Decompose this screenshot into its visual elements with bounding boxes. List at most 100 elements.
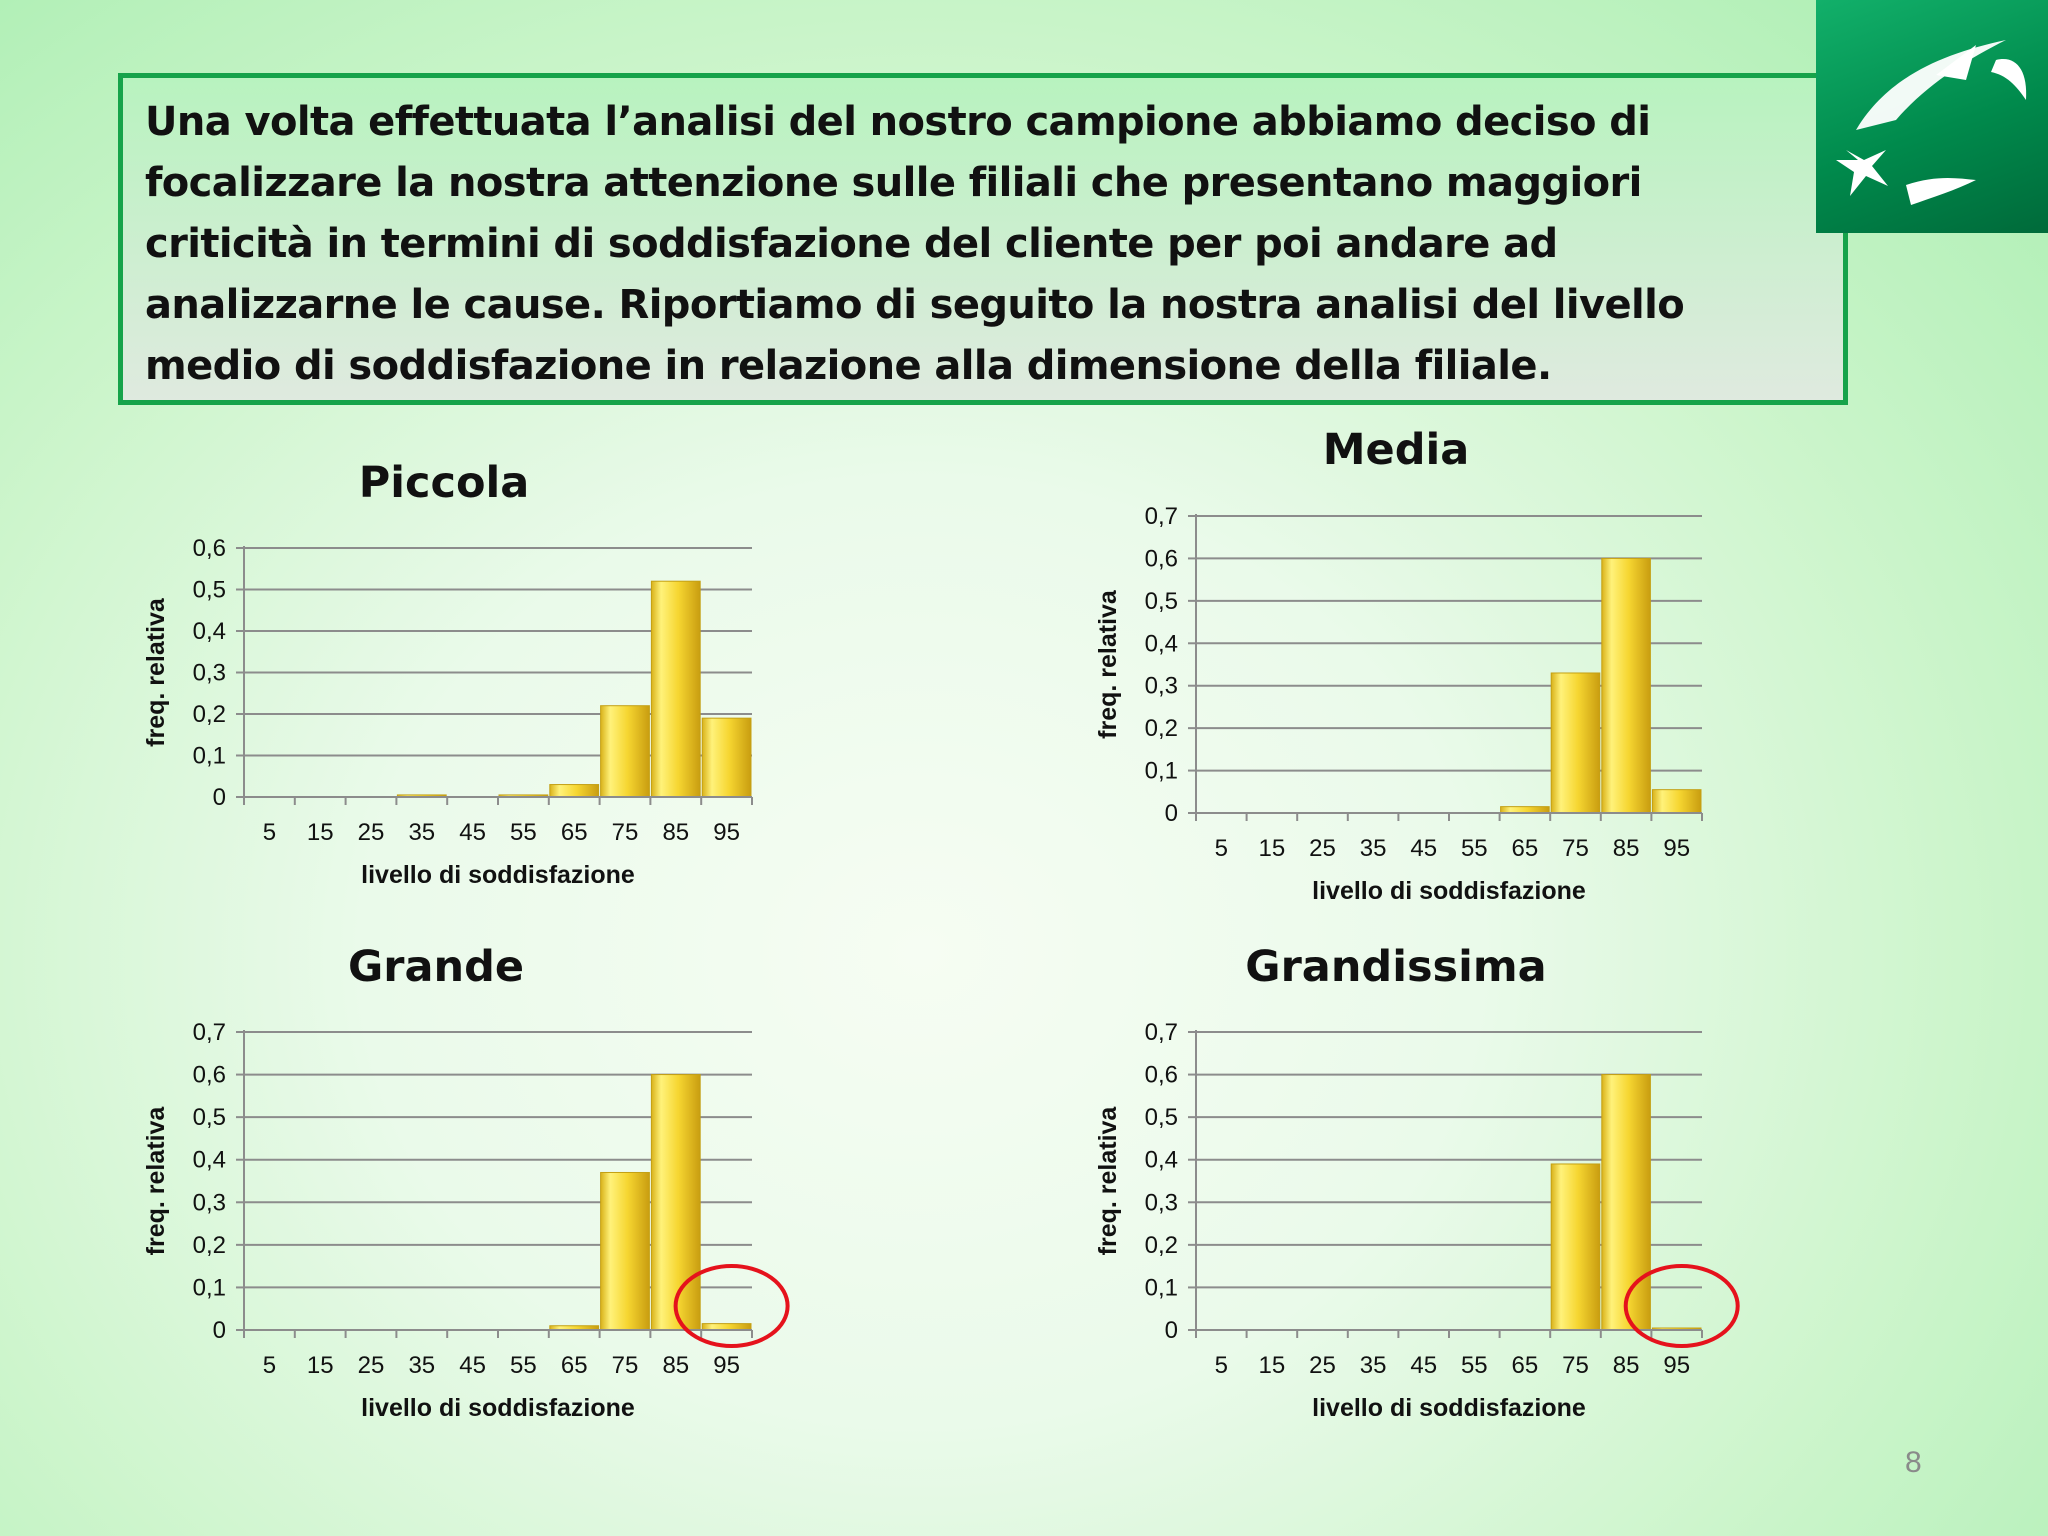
- intro-text-box: Una volta effettuata l’analisi del nostr…: [118, 73, 1848, 405]
- y-tick-label: 0,5: [193, 1104, 226, 1131]
- y-axis-label: freq. relativa: [1094, 1106, 1122, 1256]
- x-tick-label: 35: [408, 819, 435, 846]
- x-tick-label: 95: [713, 1352, 740, 1379]
- x-tick-label: 85: [1613, 1352, 1640, 1379]
- page-number: 8: [1905, 1446, 1922, 1479]
- chart-piccola: 0 0,1 0,2 0,3 0,4 0,5 0,6 5 15 25 35 45 55 65 75 85 95 li…: [142, 535, 753, 889]
- y-tick-label: 0,7: [1145, 1019, 1178, 1046]
- x-tick-label: 65: [561, 819, 588, 846]
- x-tick-label: 15: [1259, 835, 1286, 862]
- y-tick-label: 0,4: [193, 618, 226, 645]
- y-tick-label: 0,2: [1145, 715, 1178, 742]
- x-tick-label: 75: [1562, 1352, 1589, 1379]
- x-tick-label: 85: [662, 1352, 689, 1379]
- y-tick-label: 0,3: [193, 1189, 226, 1216]
- x-tick-label: 55: [510, 819, 537, 846]
- y-tick-label: 0: [1165, 800, 1178, 827]
- x-tick-label: 95: [1663, 835, 1690, 862]
- x-tick-label: 65: [561, 1352, 588, 1379]
- y-tick-label: 0,1: [193, 743, 226, 770]
- chart-media: 0 0,1 0,2 0,3 0,4 0,5 0,6 0,7 5 15 25 35 45 55 65 75 85 9…: [1094, 503, 1703, 905]
- x-axis-label: livello di soddisfazione: [1312, 877, 1586, 905]
- y-tick-label: 0,7: [1145, 503, 1178, 530]
- x-tick-label: 45: [459, 1352, 486, 1379]
- chart-title-media: Media: [1322, 425, 1470, 475]
- x-tick-label: 25: [1309, 835, 1336, 862]
- x-tick-label: 35: [1360, 835, 1387, 862]
- x-tick-label: 5: [1215, 1352, 1228, 1379]
- x-tick-label: 65: [1512, 1352, 1539, 1379]
- x-tick-label: 15: [1259, 1352, 1286, 1379]
- x-axis-label: livello di soddisfazione: [1312, 1394, 1586, 1422]
- x-tick-label: 5: [263, 819, 276, 846]
- y-tick-label: 0,5: [193, 577, 226, 604]
- x-tick-label: 85: [662, 819, 689, 846]
- bar-85: [650, 1074, 701, 1331]
- chart-grande: 0 0,1 0,2 0,3 0,4 0,5 0,6 0,7 5 15 25 35 45 55 65 75 85 9…: [142, 1019, 790, 1422]
- intro-text: Una volta effettuata l’analisi del nostr…: [145, 99, 1685, 389]
- y-tick-label: 0,4: [1145, 1147, 1178, 1174]
- x-tick-label: 55: [1461, 835, 1488, 862]
- x-tick-label: 55: [510, 1352, 537, 1379]
- x-tick-label: 25: [358, 1352, 385, 1379]
- chart-title-piccola: Piccola: [358, 458, 530, 508]
- y-tick-label: 0,2: [193, 1232, 226, 1259]
- bar-95: [1651, 789, 1702, 814]
- y-tick-label: 0,1: [193, 1274, 226, 1301]
- y-tick-label: 0,3: [193, 660, 226, 687]
- x-tick-label: 35: [1360, 1352, 1387, 1379]
- y-tick-label: 0,5: [1145, 1104, 1178, 1131]
- y-tick-label: 0,7: [193, 1019, 226, 1046]
- bar-75: [1550, 672, 1601, 814]
- y-tick-label: 0,6: [193, 535, 226, 562]
- x-axis-label: livello di soddisfazione: [361, 861, 635, 889]
- y-tick-label: 0,2: [193, 701, 226, 728]
- y-tick-label: 0: [1165, 1317, 1178, 1344]
- x-tick-label: 75: [1562, 835, 1589, 862]
- x-axis-label: livello di soddisfazione: [361, 1394, 635, 1422]
- x-tick-label: 45: [1410, 1352, 1437, 1379]
- x-tick-label: 5: [1215, 835, 1228, 862]
- x-tick-label: 45: [459, 819, 486, 846]
- y-tick-label: 0,1: [1145, 1274, 1178, 1301]
- y-tick-label: 0,6: [1145, 1062, 1178, 1089]
- bnp-stars-logo-icon: [1816, 0, 2048, 233]
- x-tick-label: 65: [1512, 835, 1539, 862]
- bar-85: [1601, 557, 1651, 814]
- y-tick-label: 0: [213, 1317, 226, 1344]
- x-tick-label: 75: [612, 1352, 639, 1379]
- bar-95: [701, 717, 752, 798]
- y-tick-label: 0: [213, 784, 226, 811]
- logo-stars-icon: [1836, 40, 2027, 205]
- y-axis-label: freq. relativa: [142, 597, 170, 747]
- highlight-circle: [673, 1264, 790, 1348]
- highlight-circle: [1623, 1264, 1740, 1348]
- chart-grandissima: 0 0,1 0,2 0,3 0,4 0,5 0,6 0,7 5 15 25 35 45 55 65 75 85 9…: [1094, 1019, 1740, 1422]
- x-tick-label: 5: [263, 1352, 276, 1379]
- y-tick-label: 0,5: [1145, 588, 1178, 615]
- x-tick-label: 55: [1461, 1352, 1488, 1379]
- chart-title-grandissima: Grandissima: [1245, 942, 1547, 992]
- y-tick-label: 0,6: [193, 1062, 226, 1089]
- y-tick-label: 0,6: [1145, 545, 1178, 572]
- y-tick-label: 0,4: [1145, 630, 1178, 657]
- bar-85: [1601, 1074, 1651, 1331]
- x-tick-label: 35: [408, 1352, 435, 1379]
- y-axis-label: freq. relativa: [1094, 589, 1122, 739]
- bar-85: [650, 580, 701, 798]
- bar-75: [600, 1171, 650, 1331]
- chart-title-grande: Grande: [347, 942, 525, 992]
- bar-75: [1550, 1163, 1601, 1331]
- y-tick-label: 0,3: [1145, 673, 1178, 700]
- y-axis-label: freq. relativa: [142, 1106, 170, 1256]
- x-tick-label: 85: [1613, 835, 1640, 862]
- bar-75: [600, 705, 650, 798]
- x-tick-label: 25: [358, 819, 385, 846]
- y-tick-label: 0,1: [1145, 758, 1178, 785]
- x-tick-label: 25: [1309, 1352, 1336, 1379]
- y-tick-label: 0,4: [193, 1147, 226, 1174]
- y-tick-label: 0,3: [1145, 1189, 1178, 1216]
- x-tick-label: 95: [1663, 1352, 1690, 1379]
- x-tick-label: 45: [1410, 835, 1437, 862]
